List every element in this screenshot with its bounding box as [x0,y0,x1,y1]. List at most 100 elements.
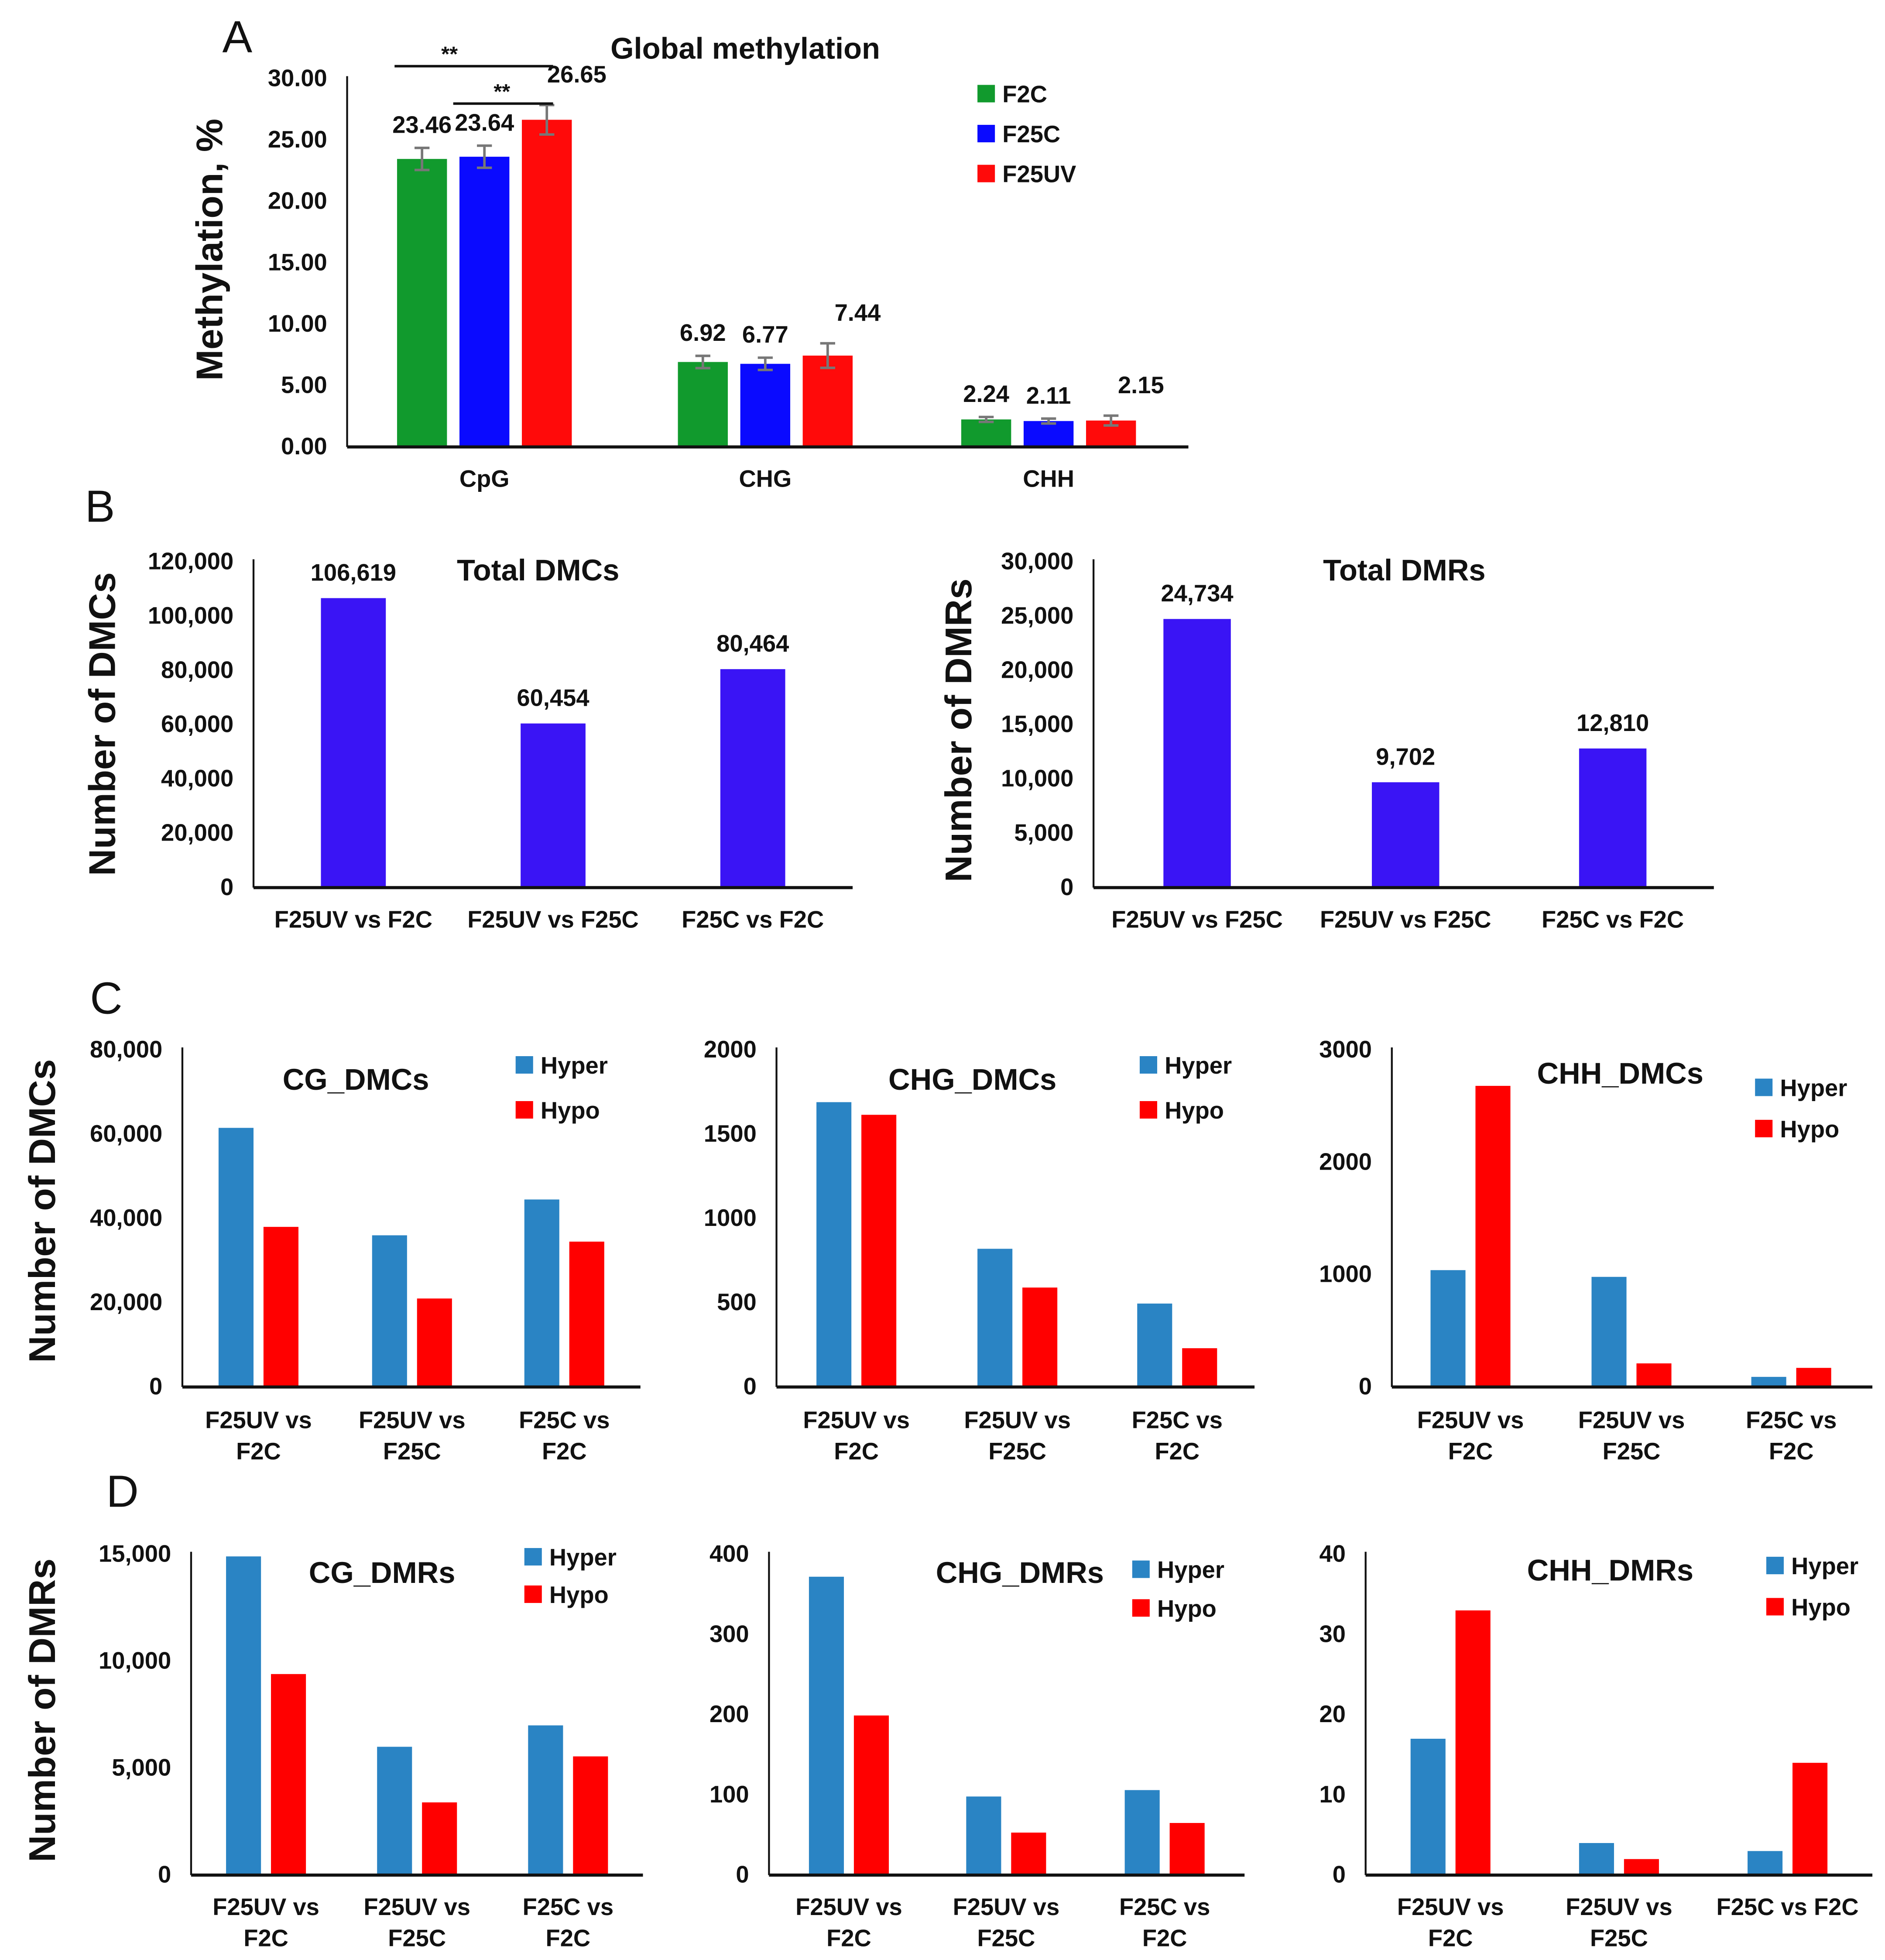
data-label: 80,464 [716,630,789,657]
legend-swatch-hyper [1755,1078,1773,1096]
y-tick-label: 0 [1359,1373,1372,1400]
panel-letter: A [222,12,252,62]
y-tick-label: 30.00 [268,65,327,91]
x-tick-label: F25UV vs [359,1407,466,1433]
chart-b1: B Total DMCs Number of DMCs 0 20,000 40,000 60… [81,481,853,933]
x-tick-label: F25C [383,1438,441,1465]
bar-hyper [1137,1303,1172,1387]
x-tick-label: F25C [977,1925,1035,1952]
legend-label-hypo: Hypo [541,1097,600,1124]
bar-hyper [1579,1843,1614,1875]
chart-d3: CHH_DMRs 0 10 20 30 40 Hyper Hypo F25UV vs F2C F25… [1320,1540,1873,1952]
chart-title: CHG_DMRs [936,1556,1104,1589]
legend-swatch-hyper [524,1548,542,1566]
chart-title: CG_DMRs [309,1556,456,1589]
bar-hypo [1796,1368,1831,1387]
y-tick-label: 1500 [704,1120,757,1147]
y-axis-label: Number of DMCs [81,572,123,876]
y-tick-label: 30,000 [1001,548,1073,574]
legend-label-hypo: Hypo [1780,1116,1839,1143]
bar-f25uv [522,120,572,447]
chart-title: CHH_DMRs [1527,1553,1693,1587]
x-tick-label: F25C [388,1925,446,1952]
chart-title: Total DMRs [1323,553,1485,587]
y-tick-label: 2000 [1319,1148,1372,1175]
panel-letter: C [90,973,122,1023]
chart-c1: C CG_DMCs Number of DMCs 0 20,000 40,000 60,00… [21,973,641,1465]
y-tick-label: 10,000 [99,1648,171,1674]
chart-c2: CHG_DMCs 0 500 1000 1500 2000 Hyper Hypo F25UV v… [704,1036,1255,1465]
x-tick-label: F25C [1603,1438,1661,1465]
data-label: 23.64 [455,109,514,136]
bar-f25c [740,364,791,447]
legend-swatch-hypo [524,1585,542,1603]
x-tick-label: F2C [834,1438,879,1465]
chart-d1: D CG_DMRs Number of DMRs 0 5,000 10,000 15,000… [21,1466,643,1952]
y-axis-label: Methylation, % [188,119,230,381]
legend-swatch-hyper [1139,1056,1158,1074]
legend-label-hyper: Hyper [1157,1557,1224,1583]
bar-hyper [1751,1376,1786,1387]
x-tick-label: F2C [542,1438,587,1465]
x-tick-label: F25C vs F2C [1717,1894,1859,1920]
bar-hypo [422,1802,457,1875]
y-tick-label: 0 [744,1373,757,1400]
legend-swatch-hypo [1755,1119,1773,1137]
bar-total [1372,782,1439,888]
x-tick-label: F2C [1428,1925,1473,1952]
chart-d2: CHG_DMRs 0 100 200 300 400 Hyper Hypo F25UV vs F2… [709,1540,1245,1952]
y-tick-label: 15,000 [99,1540,171,1567]
y-tick-label: 80,000 [161,656,233,683]
x-tick-label: F25C vs F2C [1542,906,1684,933]
x-tick-label: F25C vs [523,1894,613,1920]
bar-f2c [397,159,447,447]
y-tick-label: 60,000 [161,711,233,738]
y-tick-label: 0 [149,1373,162,1400]
y-tick-label: 25,000 [1001,602,1073,629]
bar-total [521,723,586,888]
legend-swatch-f25uv [977,165,995,182]
x-tick-label: F2C [1769,1438,1814,1465]
bar-hyper [377,1747,412,1875]
x-tick-label: F25UV vs [953,1894,1060,1920]
y-tick-label: 2000 [704,1036,757,1063]
bar-hypo [1792,1763,1828,1875]
panel-letter: B [85,481,115,532]
y-tick-label: 20 [1320,1701,1346,1727]
chart-title: CHH_DMCs [1537,1057,1703,1090]
y-tick-label: 10,000 [1001,765,1073,792]
data-label: 26.65 [547,61,607,88]
chart-title: Global methylation [610,31,880,65]
y-tick-label: 400 [709,1540,749,1567]
chart-title: CHG_DMCs [888,1063,1056,1096]
y-tick-label: 200 [709,1701,749,1727]
y-axis-label: Number of DMRs [21,1558,63,1862]
data-label: 6.77 [742,321,788,348]
bar-f2c [678,362,728,447]
data-label: 12,810 [1577,710,1649,736]
bar-hyper [1124,1790,1160,1875]
legend-label-hypo: Hypo [549,1582,609,1608]
y-tick-label: 40 [1320,1540,1346,1567]
y-tick-label: 0 [1060,874,1073,900]
legend-label-hyper: Hyper [1791,1553,1858,1579]
x-tick-label: F2C [243,1925,288,1952]
bar-total [1163,619,1231,888]
legend-label-hyper: Hyper [549,1544,617,1571]
y-tick-label: 40,000 [90,1205,162,1231]
bar-hyper [809,1576,844,1875]
y-tick-label: 20,000 [1001,656,1073,683]
legend-swatch-hypo [1139,1101,1158,1119]
legend-swatch-hyper [1132,1560,1150,1578]
y-tick-label: 100 [709,1781,749,1808]
y-tick-label: 0.00 [281,433,327,460]
bar-hyper [226,1556,261,1875]
bar-hyper [524,1199,559,1387]
bar-hyper [1410,1739,1446,1875]
legend-swatch-hypo [515,1101,533,1119]
x-tick-label: F25UV vs [803,1407,910,1433]
x-tick-label: F25C [988,1438,1046,1465]
legend-swatch-hypo [1132,1599,1150,1617]
x-tick-label: F25C vs [1119,1894,1210,1920]
y-tick-label: 0 [1333,1861,1346,1888]
